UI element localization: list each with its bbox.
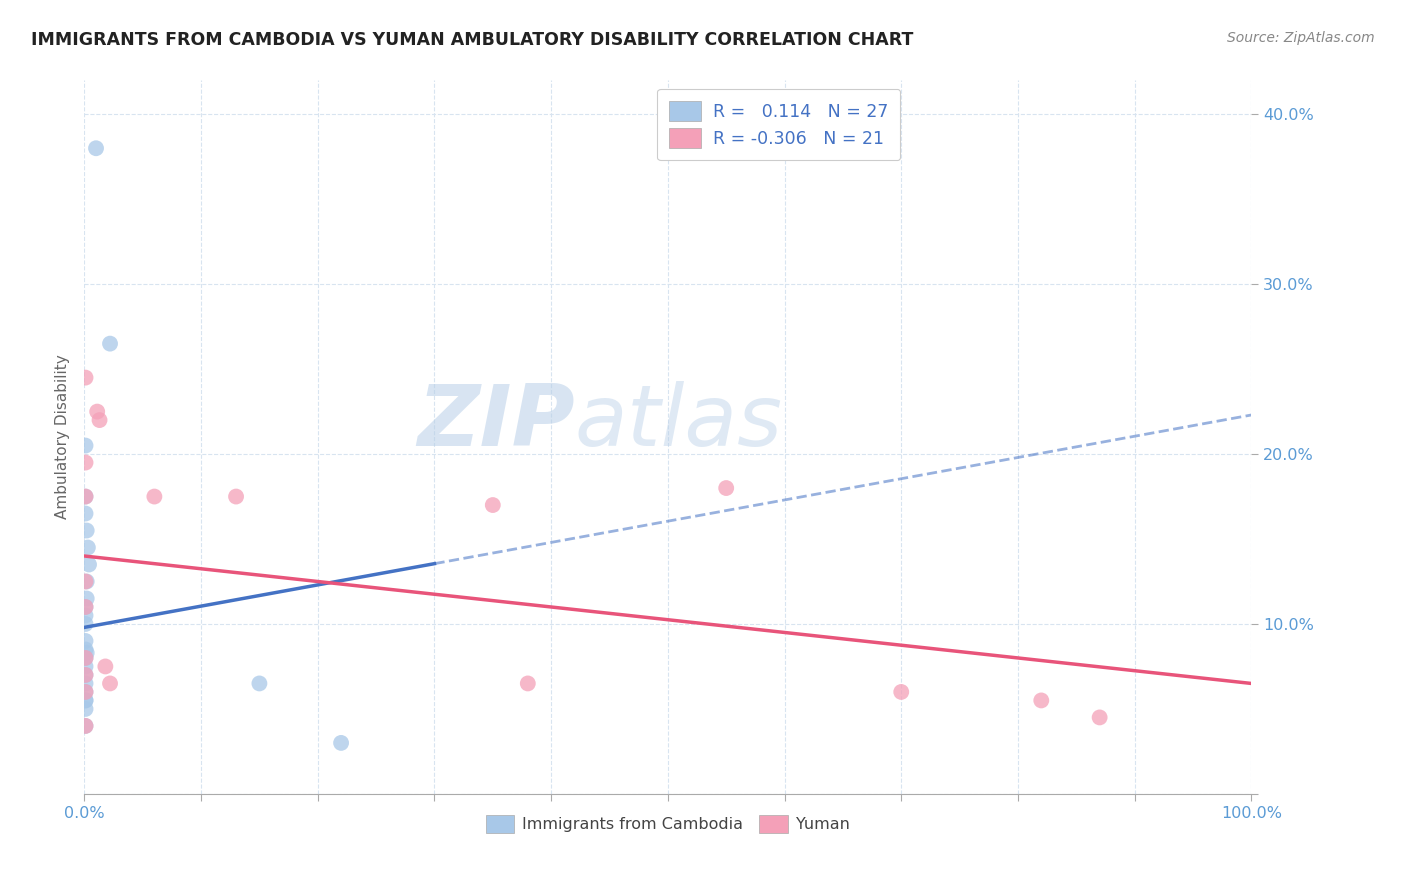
Point [75, 659, 97, 673]
Point [75, 693, 97, 707]
Point [75, 651, 97, 665]
Point [76, 541, 98, 555]
Point [76, 524, 98, 538]
Point [330, 736, 353, 750]
Legend: Immigrants from Cambodia, Yuman: Immigrants from Cambodia, Yuman [479, 808, 856, 839]
Point [1031, 693, 1053, 707]
Point [516, 676, 538, 690]
Point [75, 490, 97, 504]
Point [94, 659, 117, 673]
Point [481, 498, 505, 512]
Point [890, 685, 912, 699]
Point [75, 456, 97, 470]
Point [75, 693, 97, 707]
Point [75, 574, 97, 589]
Point [225, 490, 247, 504]
Point [75, 651, 97, 665]
Point [76, 646, 98, 660]
Point [75, 599, 97, 614]
Point [98, 676, 121, 690]
Point [75, 370, 97, 384]
Point [89, 413, 111, 427]
Point [77, 558, 100, 572]
Point [75, 490, 97, 504]
Point [75, 599, 97, 614]
Y-axis label: Ambulatory Disability: Ambulatory Disability [55, 355, 70, 519]
Point [75, 668, 97, 682]
Point [75, 719, 97, 733]
Point [75, 608, 97, 623]
Point [84, 141, 107, 155]
Point [75, 617, 97, 632]
Point [76, 574, 98, 589]
Point [716, 481, 738, 495]
Point [76, 591, 98, 606]
Point [75, 642, 97, 657]
Point [75, 634, 97, 648]
Point [86, 404, 108, 418]
Point [249, 676, 271, 690]
Text: atlas: atlas [575, 381, 783, 465]
Point [1088, 710, 1111, 724]
Point [75, 685, 97, 699]
Point [75, 685, 97, 699]
Text: ZIP: ZIP [416, 381, 575, 465]
Point [143, 490, 166, 504]
Text: Source: ZipAtlas.com: Source: ZipAtlas.com [1227, 31, 1375, 45]
Point [75, 702, 97, 716]
Point [75, 507, 97, 521]
Point [98, 336, 121, 351]
Text: IMMIGRANTS FROM CAMBODIA VS YUMAN AMBULATORY DISABILITY CORRELATION CHART: IMMIGRANTS FROM CAMBODIA VS YUMAN AMBULA… [31, 31, 914, 49]
Point [75, 676, 97, 690]
Point [75, 439, 97, 453]
Point [75, 719, 97, 733]
Point [75, 668, 97, 682]
